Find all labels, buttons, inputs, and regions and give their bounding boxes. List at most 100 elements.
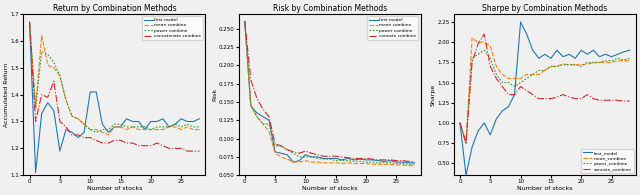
first model (289, 161, 297, 163)
first model (111, 126, 118, 128)
mean_combine (456, 122, 464, 124)
mean combine (387, 163, 394, 165)
first model (338, 159, 346, 161)
mean_combine (474, 41, 482, 43)
power combine (189, 126, 197, 128)
power combine (141, 126, 148, 128)
power_combine (486, 57, 494, 59)
power combine (80, 123, 88, 125)
first model (159, 118, 167, 120)
concatenate combine (38, 93, 45, 96)
mean combine (338, 162, 346, 165)
power combine (92, 131, 100, 133)
first model (247, 105, 255, 107)
first model (177, 118, 185, 120)
mean combine (404, 165, 412, 167)
first model (68, 131, 76, 133)
concatenate combine (159, 144, 167, 147)
first model (44, 102, 52, 104)
concate_combine (541, 98, 548, 100)
power combine (296, 156, 303, 158)
power combine (362, 161, 370, 163)
concate combine (399, 160, 406, 162)
concate combine (241, 20, 248, 22)
first model (301, 154, 309, 156)
concate combine (332, 155, 340, 157)
concate combine (380, 159, 388, 161)
concate combine (362, 157, 370, 160)
Line: first model: first model (244, 21, 415, 163)
power combine (399, 162, 406, 165)
Line: concate_combine: concate_combine (460, 34, 630, 143)
mean combine (374, 163, 382, 165)
power_combine (589, 61, 597, 64)
power combine (326, 158, 333, 160)
mean_combine (559, 63, 567, 65)
first model (99, 123, 106, 125)
concate combine (277, 145, 285, 147)
mean_combine (481, 41, 488, 43)
mean_combine (499, 73, 506, 76)
first model (404, 162, 412, 164)
mean combine (32, 107, 40, 109)
power_combine (511, 85, 518, 88)
concate combine (265, 115, 273, 118)
power combine (259, 123, 267, 125)
first_model (559, 56, 567, 58)
mean combine (56, 75, 64, 77)
concate combine (350, 157, 358, 160)
mean_combine (626, 59, 634, 62)
mean combine (411, 165, 419, 167)
first model (80, 131, 88, 133)
mean_combine (589, 62, 597, 64)
first model (123, 118, 131, 120)
mean combine (332, 162, 340, 164)
first model (116, 126, 124, 128)
first model (296, 160, 303, 162)
power_combine (481, 49, 488, 51)
concate combine (284, 148, 291, 151)
first model (284, 154, 291, 156)
Line: first_model: first_model (460, 22, 630, 175)
concate_combine (602, 99, 609, 101)
first_model (535, 57, 543, 59)
first_model (462, 174, 470, 176)
concate_combine (553, 96, 561, 98)
concatenate combine (196, 150, 204, 152)
mean combine (177, 128, 185, 131)
power_combine (572, 64, 579, 66)
first model (74, 136, 82, 139)
concatenate combine (135, 144, 143, 147)
power combine (404, 163, 412, 165)
first model (104, 131, 112, 133)
first model (135, 120, 143, 123)
mean combine (141, 128, 148, 131)
mean_combine (620, 59, 628, 62)
mean_combine (596, 61, 604, 64)
power combine (411, 163, 419, 165)
concate combine (247, 79, 255, 81)
Line: power combine: power combine (29, 22, 200, 132)
mean combine (350, 162, 358, 165)
power combine (301, 156, 309, 158)
mean_combine (468, 37, 476, 39)
mean combine (356, 162, 364, 165)
power combine (277, 145, 285, 147)
concate_combine (456, 122, 464, 124)
first model (326, 157, 333, 160)
concate_combine (493, 77, 500, 80)
Line: power combine: power combine (244, 21, 415, 164)
Legend: first model, mean combine, power combine, concatenate combine: first model, mean combine, power combine… (142, 16, 204, 40)
mean combine (314, 161, 321, 163)
concatenate combine (129, 142, 136, 144)
mean_combine (577, 64, 585, 66)
mean combine (289, 161, 297, 163)
concate combine (374, 159, 382, 161)
power combine (374, 162, 382, 164)
concatenate combine (50, 80, 58, 82)
concate_combine (614, 99, 621, 101)
concate combine (289, 151, 297, 153)
concatenate combine (26, 21, 33, 23)
first model (368, 159, 376, 161)
first model (38, 112, 45, 115)
